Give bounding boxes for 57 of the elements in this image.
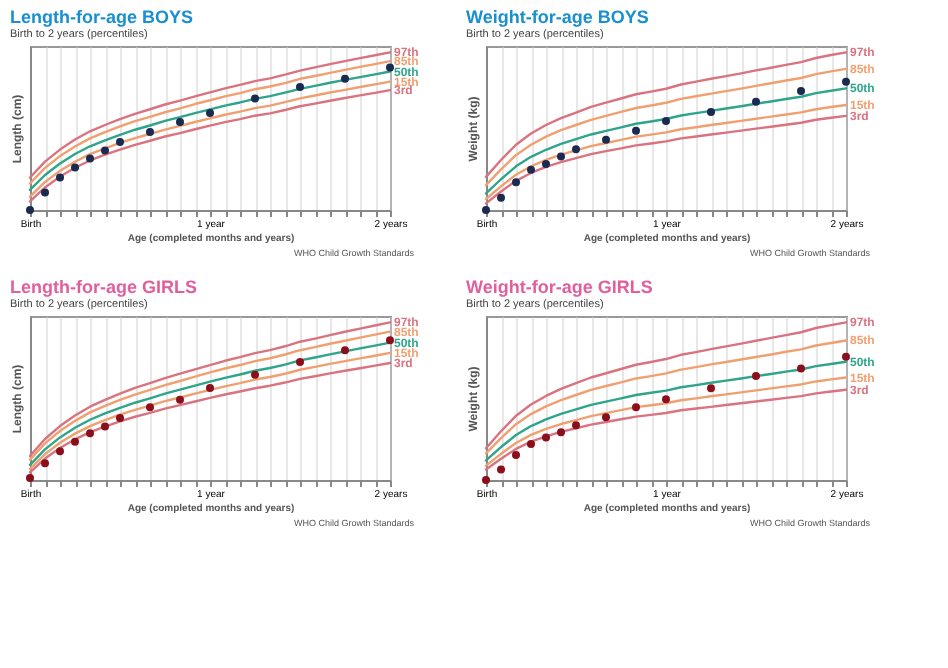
point (542, 433, 550, 442)
point (176, 395, 184, 404)
point (512, 451, 520, 460)
chart-title: Length-for-age GIRLS (10, 277, 197, 297)
point (41, 188, 49, 197)
point (632, 403, 640, 412)
point (251, 94, 259, 103)
point (542, 160, 550, 169)
point (572, 421, 580, 430)
point (752, 97, 760, 106)
point (341, 74, 349, 83)
point (632, 126, 640, 135)
point (497, 465, 505, 474)
point (797, 364, 805, 373)
point (512, 178, 520, 187)
point (101, 422, 109, 431)
point (206, 109, 214, 118)
point (797, 86, 805, 95)
point (116, 414, 124, 423)
point (842, 77, 850, 86)
point (71, 163, 79, 172)
point (71, 437, 79, 446)
point (41, 459, 49, 468)
point (341, 346, 349, 355)
point (602, 135, 610, 144)
point (146, 403, 154, 412)
point (251, 370, 259, 379)
point (206, 383, 214, 392)
point (386, 336, 394, 345)
point (662, 395, 670, 404)
point (527, 439, 535, 448)
chart-title: Length-for-age BOYS (10, 7, 193, 27)
point (707, 384, 715, 393)
point (386, 63, 394, 72)
point (752, 372, 760, 381)
point (86, 154, 94, 163)
chart-title: Weight-for-age BOYS (466, 7, 649, 27)
point (557, 152, 565, 161)
point (176, 118, 184, 126)
point (842, 352, 850, 361)
point (101, 146, 109, 155)
point (527, 165, 535, 174)
point (557, 428, 565, 437)
point (146, 128, 154, 137)
point (56, 173, 64, 182)
point (602, 413, 610, 422)
point (296, 358, 304, 367)
point (707, 108, 715, 117)
point (116, 138, 124, 147)
point (296, 83, 304, 91)
point (56, 447, 64, 456)
point (497, 193, 505, 202)
point (572, 145, 580, 154)
point (26, 473, 34, 482)
point (86, 429, 94, 438)
chart-title: Weight-for-age GIRLS (466, 277, 653, 297)
point (662, 116, 670, 125)
